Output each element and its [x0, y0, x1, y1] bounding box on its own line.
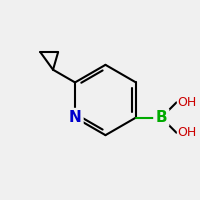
- Text: N: N: [69, 110, 81, 125]
- Text: B: B: [155, 110, 167, 125]
- Text: OH: OH: [177, 126, 197, 139]
- Text: OH: OH: [177, 96, 197, 109]
